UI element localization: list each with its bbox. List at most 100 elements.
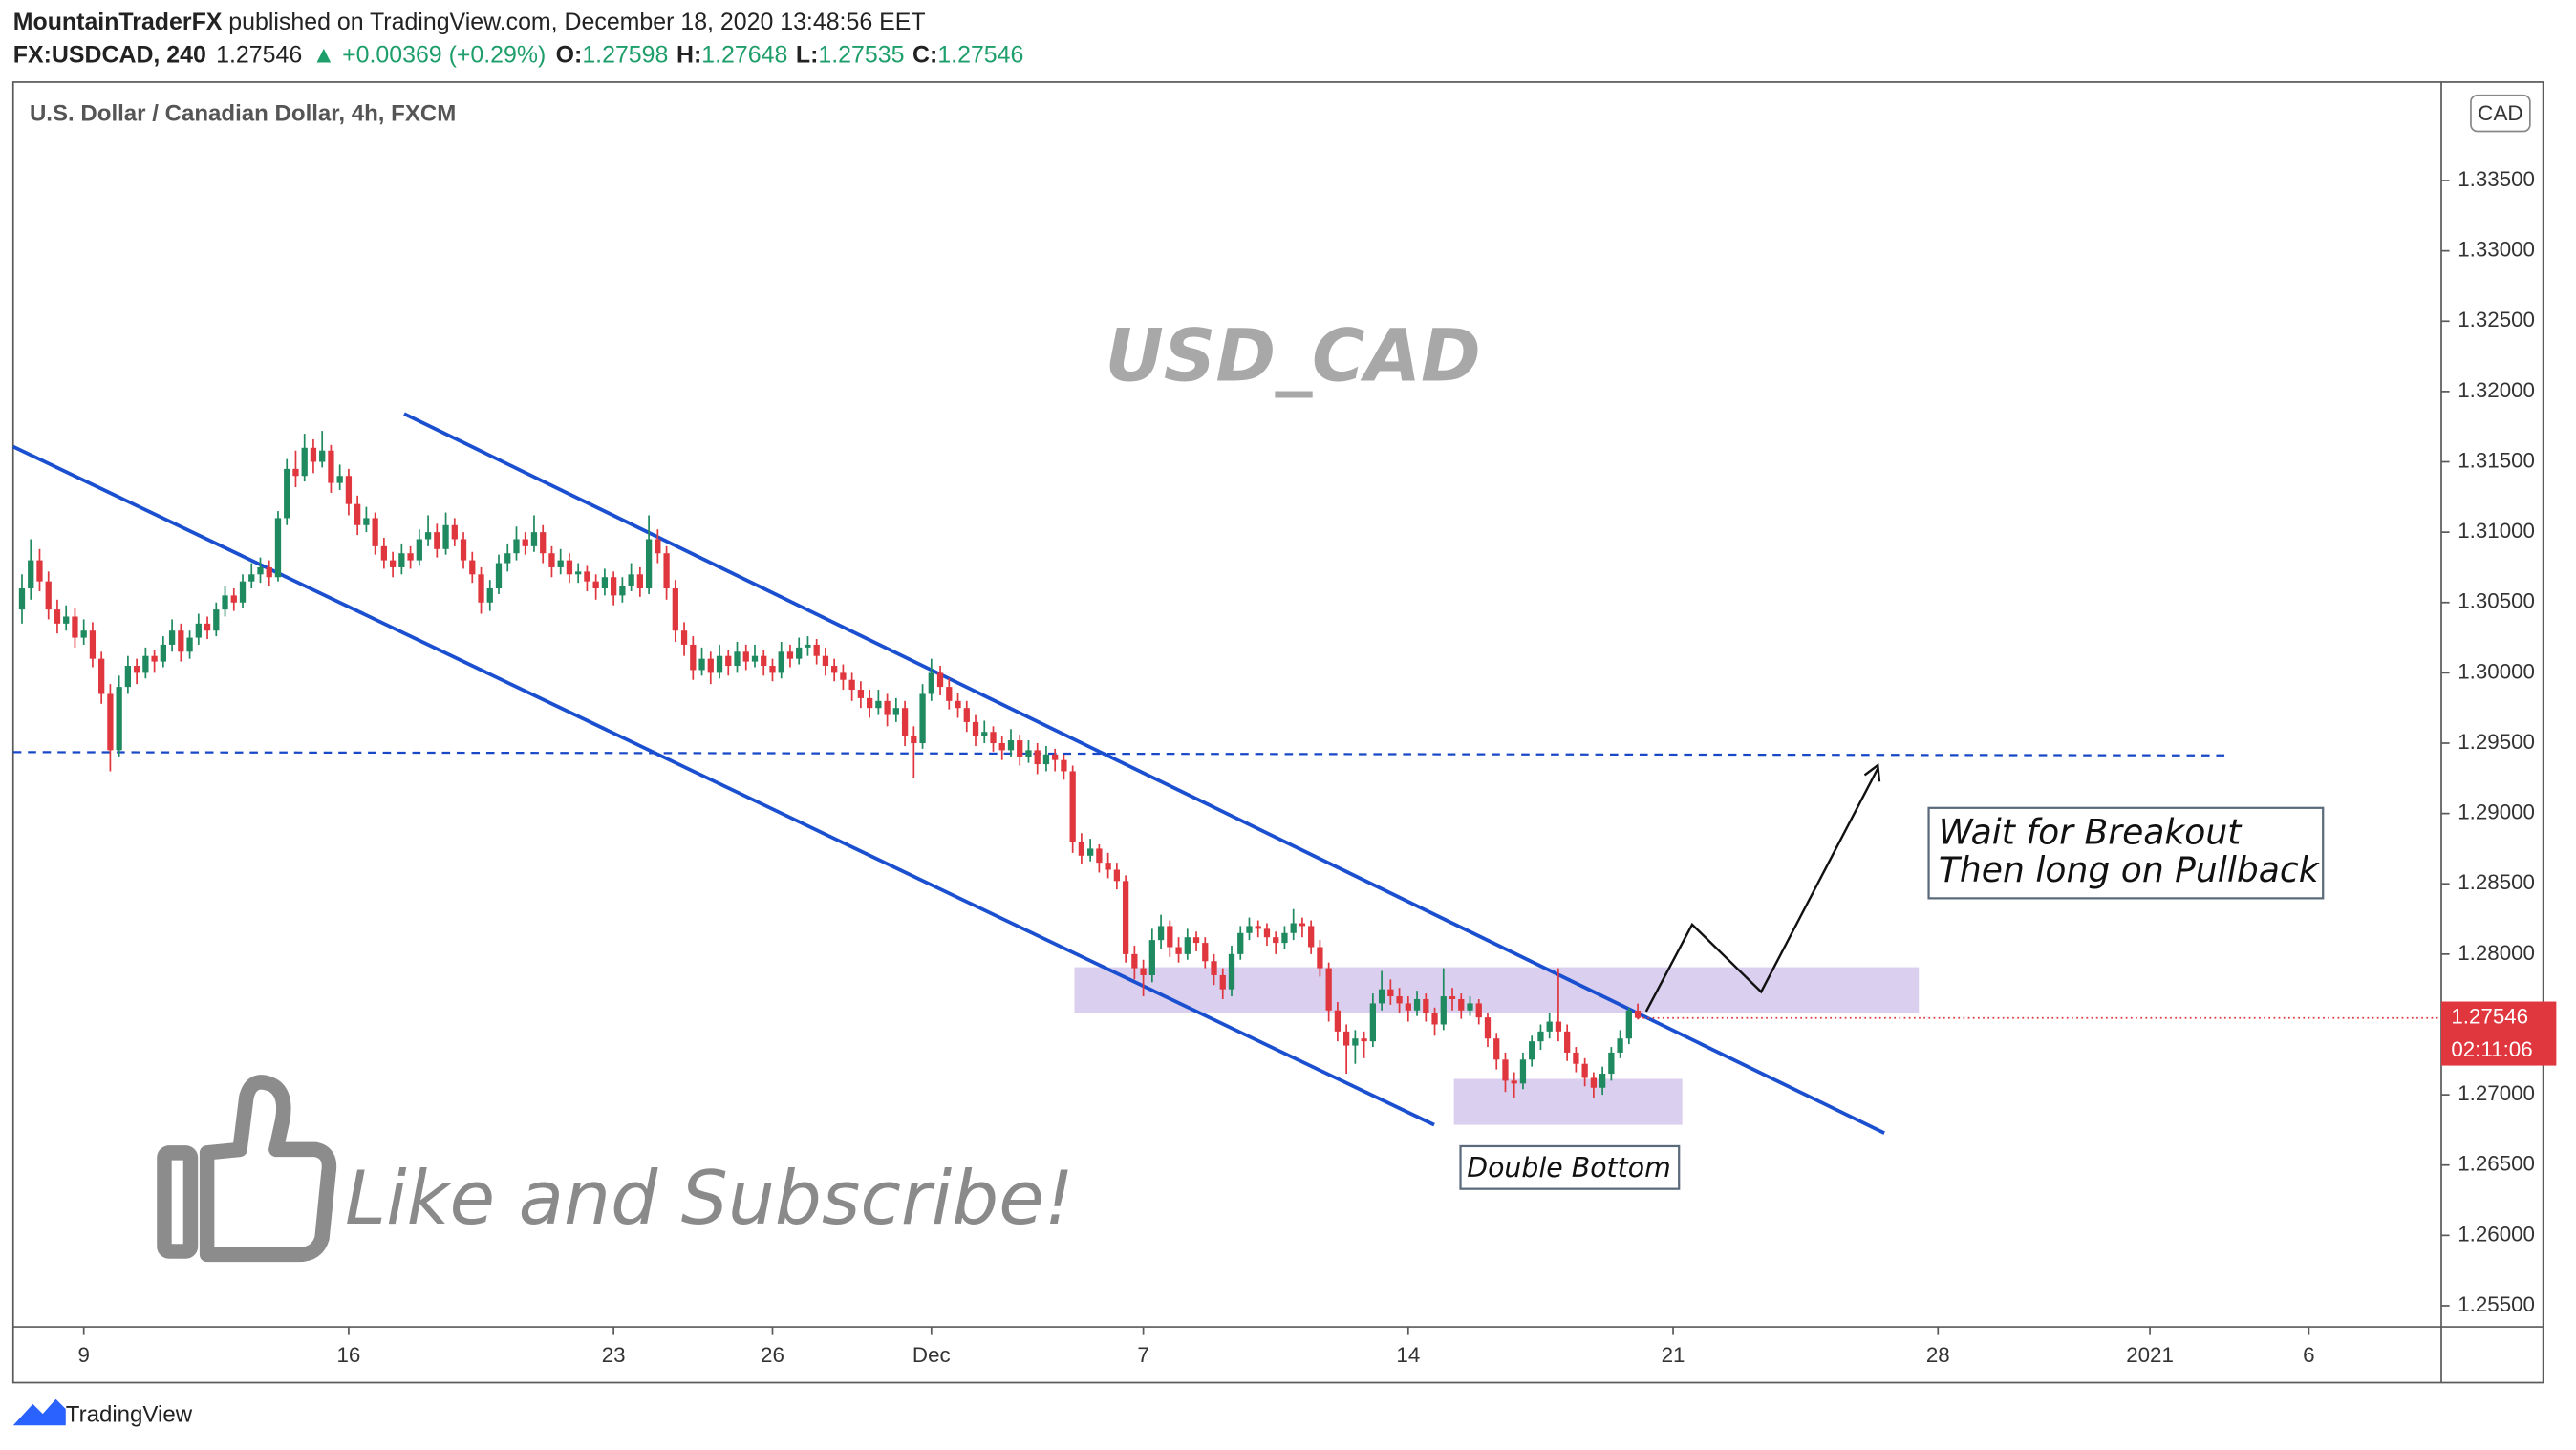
candle-body — [1573, 1052, 1579, 1064]
candle-body — [548, 553, 555, 567]
publish-line: MountainTraderFX published on TradingView… — [13, 9, 926, 35]
candle-body — [1042, 754, 1050, 765]
candle-body — [540, 532, 547, 554]
candle-body — [168, 630, 176, 645]
candle-body — [655, 539, 661, 554]
y-tick-label: 1.33000 — [2458, 238, 2535, 262]
candle-body — [266, 566, 272, 578]
candle-body — [124, 666, 132, 688]
candle-body — [160, 644, 166, 662]
x-tick-label: 7 — [1137, 1343, 1148, 1367]
candle-body — [1290, 923, 1297, 933]
candle-body — [328, 450, 334, 483]
thumb-hand — [199, 1075, 337, 1263]
close: 1.27546 — [937, 41, 1023, 68]
candle-body — [1599, 1074, 1606, 1088]
candle-body — [345, 476, 353, 504]
candle-body — [1440, 996, 1447, 1025]
candle-body — [584, 571, 590, 582]
ohlc-label: C: — [912, 41, 937, 68]
candle-body — [690, 644, 697, 671]
candle-body — [592, 581, 599, 589]
candle-body — [1361, 1038, 1367, 1042]
candle-body — [911, 736, 917, 744]
candle-body — [1564, 1031, 1571, 1053]
candle-body — [230, 595, 237, 603]
channel-lower — [11, 444, 1435, 1127]
candle-body — [566, 560, 573, 575]
candle-body — [1511, 1080, 1517, 1084]
projection-path — [1644, 768, 1879, 1013]
y-tick-label: 1.33500 — [2458, 167, 2535, 191]
candle-body — [998, 743, 1005, 751]
candle-body — [407, 553, 414, 561]
candle-body — [142, 655, 149, 673]
plan-box — [1927, 806, 2325, 900]
candle-body — [257, 566, 264, 575]
candle-body — [98, 658, 105, 694]
currency-badge[interactable] — [2470, 94, 2531, 133]
low: 1.27535 — [818, 41, 904, 68]
candle-body — [1325, 968, 1332, 1011]
candle-body — [248, 574, 255, 582]
candle-body — [1369, 1003, 1376, 1042]
candle-body — [946, 687, 953, 701]
countdown: 02:11:06 — [2451, 1037, 2532, 1061]
candle-body — [680, 630, 688, 645]
candle-body — [416, 539, 422, 561]
candle-body — [575, 571, 582, 575]
candle-body — [769, 666, 776, 673]
y-tick-label: 1.32500 — [2458, 308, 2535, 331]
author: MountainTraderFX — [13, 9, 223, 35]
promo-text: Like and Subscribe! — [345, 1156, 1074, 1242]
projection-arrowhead — [1863, 762, 1881, 782]
candle-body — [1113, 869, 1121, 882]
candle-body — [848, 679, 855, 691]
candle-body — [486, 588, 493, 603]
candle-body — [636, 574, 644, 589]
candle-body — [239, 581, 247, 603]
candle-body — [805, 644, 811, 648]
candle-body — [504, 553, 511, 564]
candle-body — [936, 672, 944, 688]
candle-body — [1131, 953, 1138, 969]
candle-body — [1423, 998, 1429, 1013]
candle-body — [301, 447, 308, 477]
thumb-icon — [157, 1075, 337, 1263]
candle-body — [990, 732, 997, 744]
candle-body — [1625, 1010, 1632, 1039]
candle-body — [928, 672, 934, 694]
candle-body — [63, 616, 70, 624]
candle-body — [1387, 989, 1394, 997]
candle-body — [707, 658, 714, 673]
axes: 1.255001.260001.265001.270001.275001.280… — [77, 167, 2557, 1367]
candle-body — [822, 655, 829, 667]
x-tick-label: 16 — [336, 1343, 360, 1367]
candle-body — [460, 539, 467, 561]
candle-body — [204, 623, 211, 631]
candle-body — [1449, 996, 1456, 999]
candle-body — [1061, 759, 1067, 772]
candle-body — [1405, 1003, 1411, 1011]
candle-body — [1096, 848, 1103, 864]
candle-body — [1192, 937, 1200, 944]
last-price-tag — [2441, 1001, 2557, 1066]
x-tick-label: 9 — [77, 1343, 89, 1367]
candle-body — [734, 651, 741, 667]
candle-body — [601, 577, 609, 589]
candle-body — [1255, 926, 1261, 929]
candle-body — [1634, 1011, 1642, 1018]
candle-body — [284, 468, 290, 519]
candle-body — [1263, 928, 1271, 938]
candle-body — [813, 644, 820, 656]
candle-body — [1467, 1003, 1473, 1011]
candle-body — [354, 503, 361, 525]
candle-body — [72, 616, 78, 638]
published: published on TradingView.com, December 1… — [228, 9, 925, 35]
candle-body — [398, 553, 405, 567]
candle-body — [451, 524, 458, 540]
candle-body — [1219, 974, 1226, 990]
candle-body — [195, 623, 202, 638]
candle-body — [716, 655, 723, 673]
